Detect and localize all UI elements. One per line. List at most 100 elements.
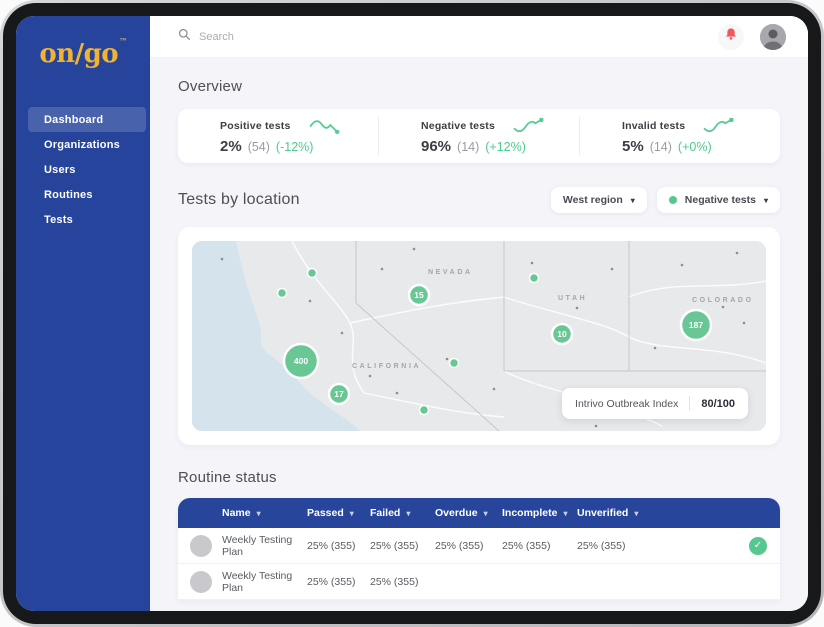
map-bubble[interactable]: 17 (327, 382, 351, 406)
sidebar-item-tests[interactable]: Tests (28, 207, 146, 232)
map-marker-dot[interactable] (448, 357, 460, 369)
sort-caret-icon: ▾ (256, 508, 261, 518)
routine-avatar (190, 570, 212, 593)
filter-dropdown[interactable]: West region ▾ (550, 187, 647, 213)
check-icon: ✓ (749, 536, 767, 555)
stat-label: Invalid tests (622, 120, 686, 132)
stat-delta: (-12%) (275, 140, 314, 154)
main-area: Overview Positive tests 2% (54) (-12%) N… (150, 16, 808, 611)
sidebar-item-label: Tests (44, 213, 73, 226)
search-input[interactable] (199, 30, 419, 43)
passed-value: 25% (355) (307, 575, 356, 588)
map-marker-dot[interactable] (276, 287, 288, 299)
sort-caret-icon: ▾ (563, 508, 568, 518)
stat-count: (14) (649, 140, 672, 154)
map-bubble[interactable]: 10 (550, 322, 574, 346)
filter-dropdown[interactable]: Negative tests ▾ (656, 187, 780, 213)
column-label: Name (222, 507, 251, 519)
chevron-down-icon: ▾ (630, 195, 635, 205)
routine-status-title: Routine status (178, 469, 277, 486)
column-header-name[interactable]: Name ▾ (222, 507, 307, 519)
sidebar-item-label: Routines (44, 188, 93, 201)
sidebar-item-organizations[interactable]: Organizations (28, 132, 146, 157)
chevron-down-icon: ▾ (763, 195, 768, 205)
map-card: NEVADA CALIFORNIA UTAH COLORADO 400 17 15 10 187… (178, 227, 780, 445)
tests-by-location-header: Tests by location West region ▾ Negative… (178, 187, 780, 213)
stat-label: Negative tests (421, 120, 495, 132)
stat-card: Positive tests 2% (54) (-12%) (178, 116, 378, 156)
search-bar[interactable] (178, 28, 718, 46)
notifications-button[interactable] (718, 23, 744, 50)
outbreak-index-label: Intrivo Outbreak Index (575, 397, 679, 410)
table-row[interactable]: Weekly Testing Plan 25% (355) 25% (355) (178, 564, 780, 600)
column-header-overdue[interactable]: Overdue ▾ (435, 507, 502, 519)
tests-map[interactable]: NEVADA CALIFORNIA UTAH COLORADO 400 17 15 10 187… (192, 241, 766, 431)
stat-value: 96% (421, 138, 452, 155)
stat-label: Positive tests (220, 120, 291, 132)
map-marker-dot[interactable] (418, 404, 430, 416)
failed-value: 25% (355) (370, 539, 419, 552)
map-marker-dot[interactable] (528, 272, 540, 284)
column-header-incomplete[interactable]: Incomplete ▾ (502, 507, 577, 519)
stat-delta: (+12%) (485, 140, 526, 154)
column-header-failed[interactable]: Failed ▾ (370, 507, 435, 519)
stat-value: 5% (622, 138, 644, 155)
stat-delta: (+0%) (677, 140, 712, 154)
stat-card: Invalid tests 5% (14) (+0%) (579, 116, 780, 156)
sort-caret-icon: ▾ (634, 508, 639, 518)
map-bubble-value: 15 (414, 290, 424, 300)
divider (689, 396, 691, 411)
column-label: Unverified (577, 507, 629, 519)
map-bubble-value: 400 (294, 356, 308, 366)
tests-by-location-title: Tests by location (178, 191, 300, 208)
map-marker-dot[interactable] (306, 267, 318, 279)
column-header-passed[interactable]: Passed ▾ (307, 507, 370, 519)
routine-avatar (190, 534, 212, 557)
stat-value: 2% (220, 138, 242, 155)
map-bubble-value: 17 (334, 389, 344, 399)
routine-table: Name ▾ Passed ▾ Failed ▾ Overdue ▾ Incom… (178, 498, 780, 600)
user-avatar[interactable] (760, 23, 786, 50)
column-label: Incomplete (502, 507, 558, 519)
incomplete-value: 25% (355) (502, 539, 551, 552)
row-avatar-cell (178, 570, 222, 593)
column-label: Passed (307, 507, 344, 519)
outbreak-index-pill: Intrivo Outbreak Index 80/100 (562, 388, 748, 419)
sidebar-item-dashboard[interactable]: Dashboard (28, 107, 146, 132)
filter-label: Negative tests (684, 194, 756, 206)
column-label: Failed (370, 507, 401, 519)
map-state-label: UTAH (558, 295, 587, 302)
legend-dot (668, 196, 677, 204)
sidebar-item-label: Organizations (44, 138, 120, 151)
topbar (150, 16, 808, 58)
map-bubble-value: 187 (689, 320, 703, 330)
overdue-value: 25% (355) (435, 539, 484, 552)
map-state-borders (355, 241, 766, 431)
table-row[interactable]: Weekly Testing Plan 25% (355) 25% (355) … (178, 528, 780, 564)
passed-value: 25% (355) (307, 539, 356, 552)
map-bubble[interactable]: 15 (407, 283, 431, 307)
app-screen: on/go™ Dashboard Organizations Users Rou… (16, 16, 808, 611)
map-bubble[interactable]: 187 (679, 308, 713, 342)
stat-count: (54) (247, 140, 270, 154)
routine-table-body: Weekly Testing Plan 25% (355) 25% (355) … (178, 528, 780, 600)
sidebar-item-routines[interactable]: Routines (28, 182, 146, 207)
sort-caret-icon: ▾ (483, 508, 488, 518)
sort-caret-icon: ▾ (349, 508, 354, 518)
column-header-unverified[interactable]: Unverified ▾ (577, 507, 736, 519)
routine-name: Weekly Testing Plan (222, 569, 293, 594)
outbreak-index-value: 80/100 (701, 397, 735, 410)
column-label: Overdue (435, 507, 478, 519)
map-bubble[interactable]: 400 (282, 342, 320, 380)
routine-name: Weekly Testing Plan (222, 533, 293, 558)
sidebar-nav: Dashboard Organizations Users Routines T… (16, 107, 150, 232)
row-avatar-cell (178, 534, 222, 557)
sidebar-item-label: Users (44, 163, 76, 176)
trademark-symbol: ™ (119, 36, 127, 46)
content-area: Overview Positive tests 2% (54) (-12%) N… (150, 58, 808, 611)
sidebar-item-users[interactable]: Users (28, 157, 146, 182)
routine-table-header: Name ▾ Passed ▾ Failed ▾ Overdue ▾ Incom… (178, 498, 780, 528)
topbar-actions (718, 23, 786, 50)
failed-value: 25% (355) (370, 575, 419, 588)
